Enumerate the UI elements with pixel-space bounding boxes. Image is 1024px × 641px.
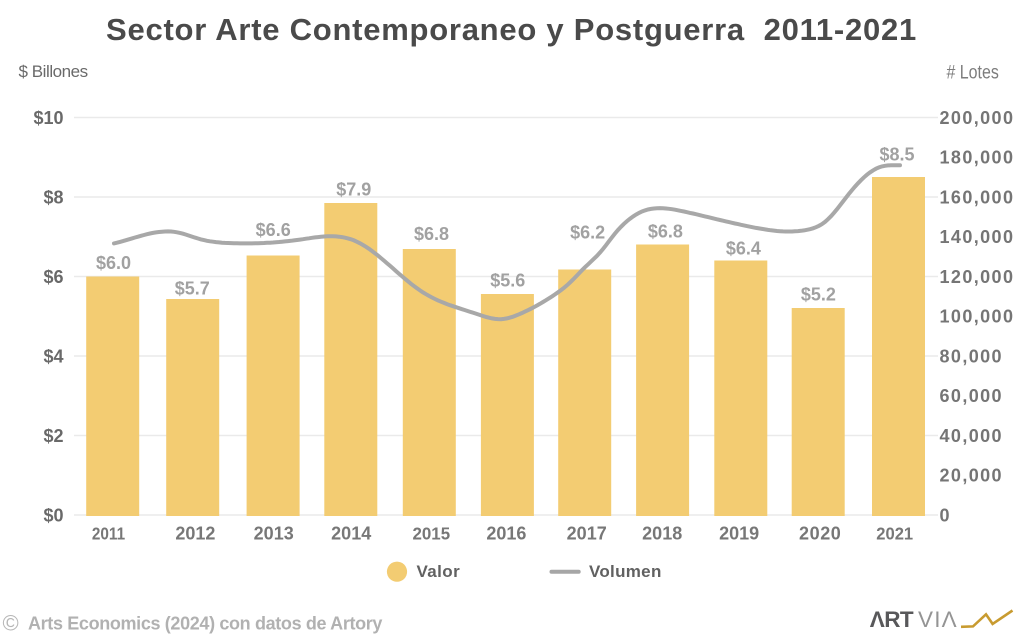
svg-text:$0: $0 [43,505,63,525]
svg-text:2021: 2021 [876,523,913,544]
svg-text:$8: $8 [43,187,63,207]
svg-text:2011: 2011 [92,523,125,543]
svg-text:$6.2: $6.2 [570,222,605,242]
svg-text:0: 0 [940,505,951,525]
svg-text:Sector Arte Contemporaneo y Po: Sector Arte Contemporaneo y Postguerra 2… [106,12,917,47]
svg-text:2020: 2020 [799,524,841,544]
svg-text:$10: $10 [33,108,63,128]
svg-text:2014: 2014 [331,524,371,544]
svg-text:Valor: Valor [417,562,461,581]
svg-text:$6.8: $6.8 [648,222,683,242]
svg-text:60,000: 60,000 [940,386,1003,406]
svg-text:Arts Economics (2024) con dato: Arts Economics (2024) con datos de Artor… [28,614,382,634]
svg-text:$ Billones: $ Billones [19,62,88,81]
svg-text:2012: 2012 [175,524,215,544]
svg-text:$8.5: $8.5 [879,144,914,164]
svg-text:$5.6: $5.6 [490,270,525,290]
svg-text:$4: $4 [43,346,63,366]
svg-text:ΛRT: ΛRT [870,607,914,632]
svg-text:$6.4: $6.4 [726,239,761,259]
svg-text:40,000: 40,000 [940,426,1003,446]
svg-text:$6.8: $6.8 [414,224,449,244]
svg-text:$6.6: $6.6 [256,220,291,240]
svg-text:$2: $2 [43,426,63,446]
svg-text:$5.2: $5.2 [801,285,836,305]
svg-text:2013: 2013 [254,524,294,544]
svg-text:Volumen: Volumen [589,562,662,581]
svg-text:200,000: 200,000 [940,108,1015,128]
svg-text:120,000: 120,000 [940,267,1015,287]
svg-text:140,000: 140,000 [940,227,1015,247]
svg-text:VIΛ: VIΛ [918,607,958,632]
svg-text:100,000: 100,000 [940,307,1015,327]
svg-text:2019: 2019 [719,524,759,544]
svg-text:180,000: 180,000 [940,148,1015,168]
svg-text:2017: 2017 [567,524,607,544]
svg-text:160,000: 160,000 [940,187,1015,207]
svg-text:©: © [3,611,19,636]
svg-text:# Lotes: # Lotes [947,61,1000,83]
svg-text:2018: 2018 [642,524,682,544]
svg-text:$7.9: $7.9 [336,180,371,200]
svg-text:2016: 2016 [486,524,526,544]
svg-text:$6.0: $6.0 [96,253,131,273]
svg-text:2015: 2015 [412,523,450,544]
svg-text:$6: $6 [43,267,63,287]
svg-text:$5.7: $5.7 [175,279,210,299]
svg-text:20,000: 20,000 [940,466,1003,486]
svg-text:80,000: 80,000 [940,346,1003,366]
